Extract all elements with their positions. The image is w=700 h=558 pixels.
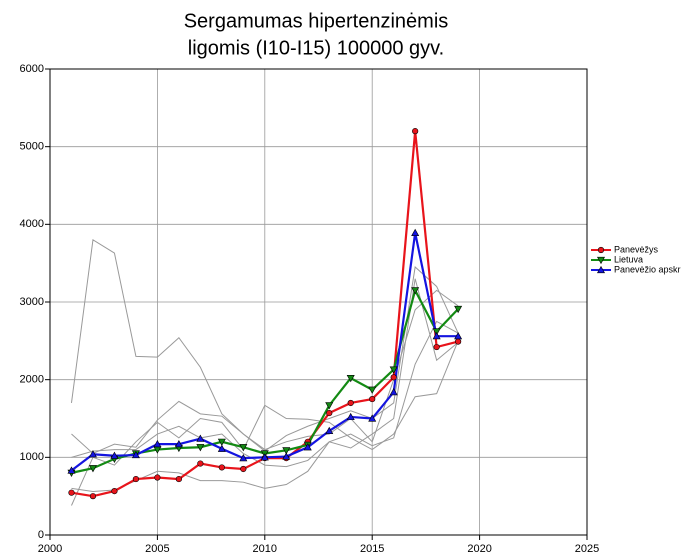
chart-title: ligomis (I10-I15) 100000 gyv. xyxy=(188,37,444,59)
x-tick-label: 2010 xyxy=(253,543,277,555)
point xyxy=(67,466,76,474)
point xyxy=(368,414,377,422)
legend-label: Lietuva xyxy=(614,254,643,264)
point xyxy=(131,450,140,459)
point xyxy=(196,444,205,452)
point xyxy=(217,444,226,452)
point xyxy=(347,399,354,407)
point xyxy=(240,465,247,473)
point xyxy=(389,366,398,374)
point xyxy=(368,386,377,394)
y-tick-label: 5000 xyxy=(20,141,44,153)
point xyxy=(411,287,420,295)
y-tick-label: 3000 xyxy=(20,296,44,308)
point xyxy=(89,493,97,500)
point xyxy=(412,128,419,135)
x-tick-label: 2005 xyxy=(145,543,169,555)
plot-frame xyxy=(49,68,588,536)
point xyxy=(596,265,606,274)
y-tick-label: 1000 xyxy=(20,451,44,463)
point xyxy=(217,438,226,446)
series-line xyxy=(71,340,459,506)
point xyxy=(346,412,355,421)
point xyxy=(153,440,162,448)
point xyxy=(282,452,291,460)
point xyxy=(260,453,269,461)
point xyxy=(303,443,312,451)
point xyxy=(239,453,248,462)
point xyxy=(432,328,441,336)
point xyxy=(597,246,605,254)
legend-label: Panevėžys xyxy=(614,244,659,254)
point xyxy=(239,444,248,452)
point xyxy=(326,409,333,417)
point xyxy=(68,489,75,496)
x-tick-label: 2020 xyxy=(467,543,491,555)
x-tick-label: 2000 xyxy=(38,543,62,555)
point xyxy=(88,465,97,473)
point xyxy=(154,474,161,481)
series-line xyxy=(71,278,459,468)
point xyxy=(411,228,420,236)
point xyxy=(455,338,462,345)
y-tick-label: 4000 xyxy=(20,218,44,230)
point xyxy=(218,464,225,471)
point xyxy=(596,256,606,265)
point xyxy=(433,343,440,351)
point xyxy=(88,450,97,458)
point xyxy=(346,375,355,383)
y-tick-label: 6000 xyxy=(20,63,44,75)
point xyxy=(197,460,204,467)
point xyxy=(282,447,291,455)
point xyxy=(110,451,119,459)
point xyxy=(325,426,334,435)
point xyxy=(111,488,118,495)
point xyxy=(132,475,140,483)
point xyxy=(454,305,463,314)
point xyxy=(175,475,182,483)
point xyxy=(325,402,334,410)
y-tick-label: 0 xyxy=(38,529,44,541)
point xyxy=(369,395,376,403)
point xyxy=(389,387,398,396)
x-tick-label: 2015 xyxy=(360,543,384,555)
y-tick-label: 2000 xyxy=(20,374,44,386)
point xyxy=(390,374,397,381)
point xyxy=(454,332,463,340)
point xyxy=(174,440,183,448)
chart-title: Sergamumas hipertenzinėmis xyxy=(184,10,449,32)
legend-label: Panevėžio apskr xyxy=(614,264,681,274)
x-tick-label: 2025 xyxy=(575,543,599,555)
point xyxy=(196,434,205,442)
point xyxy=(432,332,441,340)
